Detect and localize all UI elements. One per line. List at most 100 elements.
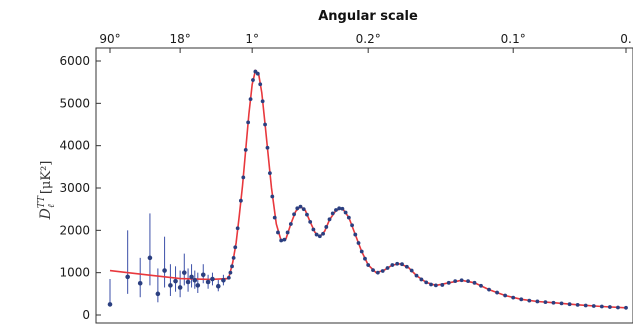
y-axis-label-superscript: TT bbox=[37, 195, 47, 208]
high-ell-point bbox=[607, 305, 612, 309]
high-ell-point bbox=[340, 206, 345, 211]
high-ell-point bbox=[624, 305, 628, 310]
high-ell-point bbox=[414, 273, 419, 278]
high-ell-point bbox=[575, 302, 580, 307]
y-tick-label: 6000 bbox=[59, 54, 90, 68]
high-ell-point bbox=[314, 232, 319, 237]
high-ell-point bbox=[321, 231, 325, 236]
high-ell-point bbox=[440, 283, 445, 287]
y-tick-label: 0 bbox=[82, 308, 90, 322]
low-ell-point bbox=[173, 278, 178, 284]
high-ell-point bbox=[380, 269, 385, 273]
model-curve bbox=[109, 69, 627, 309]
data-points bbox=[107, 69, 628, 310]
high-ell-point bbox=[366, 263, 371, 267]
high-ell-point bbox=[559, 301, 564, 306]
high-ell-point bbox=[235, 226, 240, 231]
low-ell-point bbox=[215, 283, 221, 289]
high-ell-point bbox=[487, 287, 491, 292]
high-ell-point bbox=[305, 212, 309, 217]
svg-text:DTTℓ[μK²]: DTTℓ [μK²] bbox=[37, 161, 57, 221]
low-ell-point bbox=[137, 280, 143, 286]
y-tick-label: 3000 bbox=[59, 181, 90, 195]
high-ell-point bbox=[276, 230, 280, 235]
high-ell-point bbox=[419, 277, 424, 282]
low-ell-point bbox=[155, 291, 161, 297]
high-ell-point bbox=[228, 270, 233, 275]
y-axis-label-unit: [μK²] bbox=[39, 161, 54, 195]
high-ell-point bbox=[359, 249, 364, 254]
high-ell-point bbox=[308, 219, 313, 224]
high-ell-point bbox=[472, 280, 477, 285]
high-ell-point bbox=[343, 210, 348, 215]
high-ell-point bbox=[301, 207, 306, 212]
low-ell-point bbox=[177, 285, 183, 290]
high-ell-point bbox=[272, 215, 277, 220]
y-axis-label-subscript: ℓ bbox=[47, 204, 57, 208]
high-ell-point bbox=[317, 234, 322, 239]
high-ell-point bbox=[453, 279, 458, 284]
low-ell-point bbox=[107, 302, 113, 307]
low-ell-point bbox=[181, 270, 187, 275]
y-axis-label: DTTℓ [μK²] bbox=[37, 161, 57, 221]
high-ell-point bbox=[260, 99, 265, 104]
high-ell-point bbox=[503, 293, 508, 298]
high-ell-point bbox=[433, 283, 438, 288]
high-ell-point bbox=[346, 215, 351, 220]
high-ell-point bbox=[230, 264, 234, 269]
high-ell-point bbox=[527, 298, 532, 303]
high-ell-point bbox=[295, 206, 300, 211]
top-tick-label: 90° bbox=[99, 32, 120, 46]
high-ell-point bbox=[267, 171, 272, 176]
high-ell-point bbox=[334, 208, 338, 212]
high-ell-point bbox=[292, 212, 296, 217]
high-ell-point bbox=[330, 211, 335, 216]
high-ell-point bbox=[231, 255, 236, 260]
low-ell-point bbox=[162, 268, 167, 273]
high-ell-point bbox=[400, 262, 404, 267]
chart-title: Angular scale bbox=[318, 9, 418, 24]
low-ell-point bbox=[205, 279, 211, 285]
high-ell-point bbox=[479, 283, 483, 288]
high-ell-point bbox=[258, 82, 263, 87]
high-ell-point bbox=[324, 225, 329, 229]
high-ell-point bbox=[285, 230, 290, 235]
low-ell-point bbox=[147, 255, 153, 261]
high-ell-point bbox=[248, 97, 253, 101]
high-ell-point bbox=[241, 175, 246, 180]
high-ell-point bbox=[356, 241, 361, 245]
plot-frame bbox=[95, 47, 633, 324]
high-ell-point bbox=[567, 302, 572, 307]
high-ell-point bbox=[255, 71, 260, 76]
low-ell-point bbox=[189, 274, 194, 280]
error-bars bbox=[109, 213, 224, 306]
high-ell-point bbox=[583, 303, 588, 308]
high-ell-point bbox=[226, 275, 231, 280]
low-ell-point bbox=[221, 277, 226, 283]
y-tick-label: 5000 bbox=[59, 96, 90, 110]
high-ell-point bbox=[519, 297, 524, 302]
high-ell-point bbox=[599, 304, 604, 309]
low-ell-point bbox=[200, 272, 206, 278]
high-ell-point bbox=[238, 198, 243, 203]
high-ell-point bbox=[327, 217, 332, 222]
high-ell-point bbox=[395, 261, 400, 266]
high-ell-point bbox=[495, 290, 499, 295]
high-ell-point bbox=[409, 268, 414, 273]
high-ell-point bbox=[591, 304, 596, 308]
high-ell-point bbox=[337, 206, 342, 211]
high-ell-point bbox=[298, 204, 303, 209]
low-ell-point bbox=[192, 277, 198, 283]
high-ell-point bbox=[233, 245, 238, 250]
high-ell-point bbox=[270, 194, 275, 199]
high-ell-point bbox=[543, 300, 548, 304]
y-axis-label-main: D bbox=[38, 208, 54, 220]
high-ell-point bbox=[390, 263, 395, 267]
low-ell-point bbox=[125, 274, 130, 280]
low-ell-point bbox=[185, 279, 191, 285]
high-ell-point bbox=[459, 278, 464, 283]
high-ell-point bbox=[311, 227, 316, 232]
low-ell-point bbox=[195, 283, 201, 288]
high-ell-point bbox=[246, 120, 251, 125]
